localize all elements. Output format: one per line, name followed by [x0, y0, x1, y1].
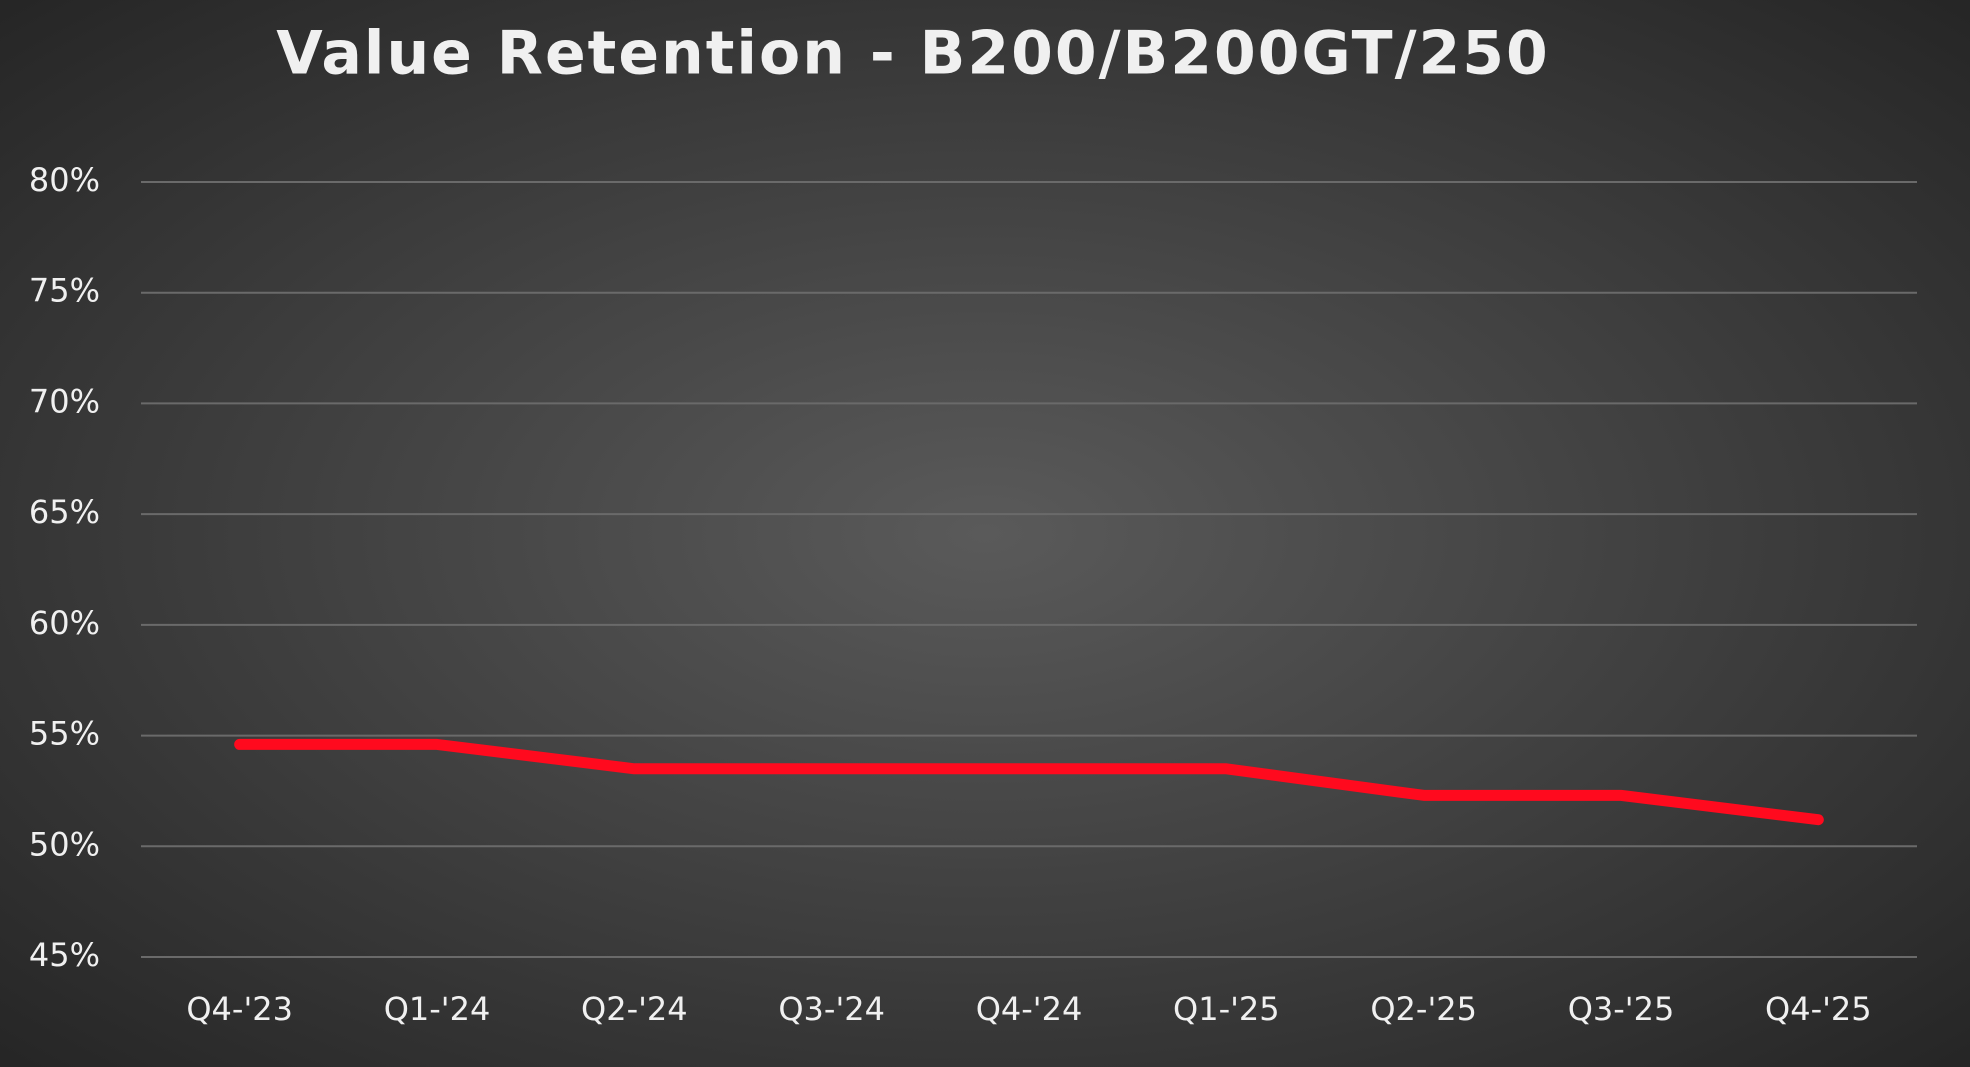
x-tick-label: Q1-'25: [1173, 990, 1280, 1028]
x-tick-label: Q4-'24: [976, 990, 1083, 1028]
y-tick-label: 50%: [29, 825, 100, 863]
y-tick-label: 75%: [29, 272, 100, 310]
x-tick-label: Q2-'25: [1370, 990, 1477, 1028]
y-tick-label: 80%: [29, 161, 100, 199]
y-tick-label: 65%: [29, 493, 100, 531]
y-tick-label: 45%: [29, 936, 100, 974]
y-tick-label: 55%: [29, 715, 100, 753]
line-series: [234, 738, 1824, 826]
y-tick-label: 60%: [29, 604, 100, 642]
x-tick-label: Q4-'23: [186, 990, 293, 1028]
chart-title: Value Retention - B200/B200GT/250: [276, 19, 1550, 89]
x-tick-label: Q1-'24: [384, 990, 491, 1028]
x-tick-label: Q4-'25: [1765, 990, 1872, 1028]
x-tick-label: Q3-'25: [1568, 990, 1675, 1028]
x-tick-label: Q2-'24: [581, 990, 688, 1028]
x-tick-label: Q3-'24: [778, 990, 885, 1028]
y-tick-label: 70%: [29, 382, 100, 420]
